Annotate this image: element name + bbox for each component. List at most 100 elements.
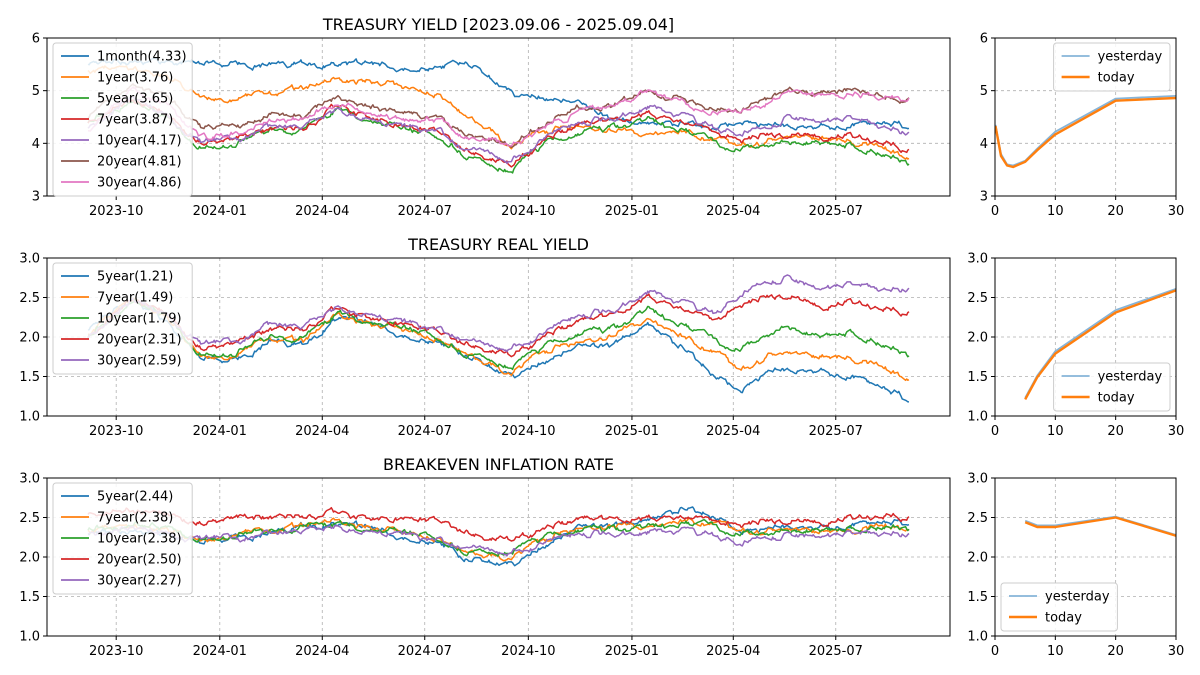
- y-tick-label: 4: [32, 137, 40, 152]
- chart-title: TREASURY YIELD [2023.09.06 - 2025.09.04]: [322, 15, 674, 34]
- series-line-today: [995, 96, 1176, 169]
- x-tick-label: 2024-10: [501, 424, 555, 439]
- legend-label: 10year(4.17): [97, 134, 182, 149]
- y-tick-label: 3.0: [19, 472, 40, 487]
- legend-label: 10year(1.79): [97, 312, 182, 327]
- y-tick-label: 3.0: [967, 252, 988, 267]
- series-line-7year-1-49-: [87, 297, 910, 382]
- y-tick-label: 1.0: [967, 630, 988, 645]
- y-tick-label: 1.5: [967, 370, 988, 385]
- series-line-10year-4-17-: [87, 95, 910, 165]
- y-tick-label: 4: [980, 137, 988, 152]
- series-line-20year-2-31-: [87, 293, 910, 358]
- x-tick-label: 2024-07: [398, 644, 452, 659]
- x-tick-label: 0: [991, 204, 999, 219]
- legend-label: today: [1098, 391, 1135, 406]
- y-tick-label: 2.5: [967, 511, 988, 526]
- series-line-5year-3-65-: [87, 98, 910, 174]
- legend: 1month(4.33) 1year(3.76) 5year(3.65) 7year(…: [52, 42, 193, 197]
- legend: yesterday today: [1000, 582, 1118, 632]
- legend-label: 5year(1.21): [97, 270, 173, 285]
- y-tick-label: 2.0: [19, 551, 40, 566]
- x-tick-label: 2024-01: [193, 204, 247, 219]
- x-tick-label: 2024-10: [501, 644, 555, 659]
- y-tick-label: 3.0: [19, 252, 40, 267]
- y-tick-label: 1.5: [967, 590, 988, 605]
- x-tick-label: 2024-07: [398, 204, 452, 219]
- x-tick-label: 2024-04: [295, 644, 349, 659]
- legend-label: 30year(4.86): [97, 176, 182, 191]
- legend-label: 10year(2.38): [97, 532, 182, 547]
- x-tick-label: 10: [1047, 424, 1064, 439]
- series-line-30year-4-86-: [87, 86, 910, 147]
- x-tick-label: 0: [991, 644, 999, 659]
- series-line-1year-3-76-: [87, 65, 910, 160]
- y-tick-label: 1.0: [19, 630, 40, 645]
- x-tick-label: 2023-10: [89, 424, 143, 439]
- x-tick-label: 2024-01: [193, 424, 247, 439]
- plot-frame: [46, 37, 951, 197]
- breakeven-panel: 1.0 1.5 2.0 2.5 3.0 2023-10 2024-01 2024-04 2024…: [19, 455, 951, 659]
- x-tick-label: 20: [1107, 644, 1124, 659]
- x-tick-label: 10: [1047, 204, 1064, 219]
- x-tick-label: 10: [1047, 644, 1064, 659]
- legend-label: yesterday: [1098, 50, 1163, 65]
- legend-label: today: [1098, 71, 1135, 86]
- legend-label: 1year(3.76): [97, 71, 173, 86]
- plot-frame: [994, 37, 1177, 197]
- legend-label: yesterday: [1045, 590, 1110, 605]
- legend-label: 30year(2.27): [97, 574, 182, 589]
- legend-label: 7year(3.87): [97, 113, 173, 128]
- x-tick-label: 2023-10: [89, 644, 143, 659]
- breakeven-curve-panel: 1.0 1.5 2.0 2.5 3.0 0 10 20 30 yesterday today: [967, 472, 1184, 660]
- y-tick-label: 5: [980, 84, 988, 99]
- y-tick-label: 1.0: [967, 410, 988, 425]
- series-line-20year-2-50-: [87, 506, 910, 542]
- x-tick-label: 2025-07: [809, 424, 863, 439]
- legend-label: 20year(2.31): [97, 333, 182, 348]
- chart-title: BREAKEVEN INFLATION RATE: [383, 455, 614, 474]
- legend: yesterday today: [1053, 362, 1171, 412]
- x-tick-label: 2025-04: [706, 424, 760, 439]
- x-tick-label: 2025-04: [706, 204, 760, 219]
- y-tick-label: 2.5: [19, 511, 40, 526]
- y-tick-label: 6: [980, 32, 988, 47]
- y-tick-label: 6: [32, 32, 40, 47]
- series-line-5year-1-21-: [87, 299, 910, 403]
- legend-box: [52, 262, 193, 375]
- legend-label: 7year(2.38): [97, 511, 173, 526]
- y-tick-label: 2.0: [967, 331, 988, 346]
- series-line-10year-1-79-: [87, 298, 910, 371]
- x-tick-label: 2025-01: [605, 644, 659, 659]
- y-tick-label: 2.5: [19, 291, 40, 306]
- x-tick-label: 30: [1168, 644, 1185, 659]
- y-tick-label: 5: [32, 84, 40, 99]
- y-tick-label: 2.0: [967, 551, 988, 566]
- x-tick-label: 2025-01: [605, 204, 659, 219]
- series-line-5year-2-44-: [87, 506, 910, 567]
- legend-label: 30year(2.59): [97, 354, 182, 369]
- series-line-1month-4-33-: [87, 57, 910, 132]
- legend-label: 20year(2.50): [97, 553, 182, 568]
- treasury-yield-curve-panel: 3 4 5 6 0 10 20 30 yesterday today: [980, 32, 1185, 220]
- legend: yesterday today: [1053, 42, 1171, 92]
- y-tick-label: 3: [32, 190, 40, 205]
- x-tick-label: 30: [1168, 204, 1185, 219]
- x-tick-label: 2025-01: [605, 424, 659, 439]
- y-tick-label: 1.0: [19, 410, 40, 425]
- x-tick-label: 2025-07: [809, 644, 863, 659]
- x-tick-label: 20: [1107, 424, 1124, 439]
- y-tick-label: 2.0: [19, 331, 40, 346]
- x-tick-label: 30: [1168, 424, 1185, 439]
- y-tick-label: 1.5: [19, 590, 40, 605]
- x-tick-label: 2025-07: [809, 204, 863, 219]
- x-tick-label: 0: [991, 424, 999, 439]
- legend: 5year(1.21) 7year(1.49) 10year(1.79) 20year…: [52, 262, 193, 375]
- series-line-10year-2-38-: [87, 518, 910, 557]
- y-tick-label: 3: [980, 190, 988, 205]
- y-tick-label: 2.5: [967, 291, 988, 306]
- x-tick-label: 2025-04: [706, 644, 760, 659]
- series-line-7year-3-87-: [87, 98, 910, 168]
- y-tick-label: 1.5: [19, 370, 40, 385]
